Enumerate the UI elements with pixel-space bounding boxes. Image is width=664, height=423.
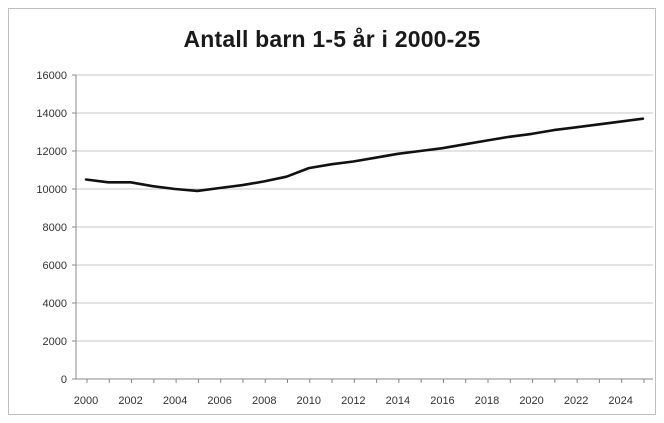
y-tick-label: 2000 xyxy=(43,336,67,348)
x-tick-label: 2020 xyxy=(519,395,543,407)
x-tick-label: 2010 xyxy=(297,395,321,407)
x-tick-label: 2006 xyxy=(207,395,231,407)
series-group xyxy=(84,117,645,193)
x-tick-labels: 2000 2002 2004 2006 2008 2010 2012 2014 2016 2018… xyxy=(74,395,633,407)
x-tick-label: 2008 xyxy=(252,395,276,407)
x-tick-label: 2004 xyxy=(163,395,187,407)
y-tick-label: 8000 xyxy=(43,222,67,234)
y-tick-labels: 0 2000 4000 6000 8000 10000 12000 14000 16000 xyxy=(36,70,67,386)
x-tick-label: 2024 xyxy=(608,395,632,407)
x-tick-label: 2022 xyxy=(564,395,588,407)
x-tick-label: 2002 xyxy=(118,395,142,407)
y-tick-label: 16000 xyxy=(36,70,67,82)
x-tick-label: 2016 xyxy=(430,395,454,407)
x-tick-label: 2014 xyxy=(386,395,410,407)
x-tick-label: 2012 xyxy=(341,395,365,407)
y-tick-label: 4000 xyxy=(43,298,67,310)
chart-frame xyxy=(8,8,656,415)
x-tick-label: 2018 xyxy=(475,395,499,407)
y-tick-label: 14000 xyxy=(36,108,67,120)
axes xyxy=(72,74,653,383)
x-tick-label: 2000 xyxy=(74,395,98,407)
y-tick-label: 6000 xyxy=(43,260,67,272)
y-tick-label: 12000 xyxy=(36,146,67,158)
chart-title: Antall barn 1-5 år i 2000-25 xyxy=(183,26,481,52)
series-line xyxy=(84,117,645,193)
y-tick-label: 0 xyxy=(61,374,67,386)
y-tick-label: 10000 xyxy=(36,184,67,196)
gridlines xyxy=(76,74,653,342)
